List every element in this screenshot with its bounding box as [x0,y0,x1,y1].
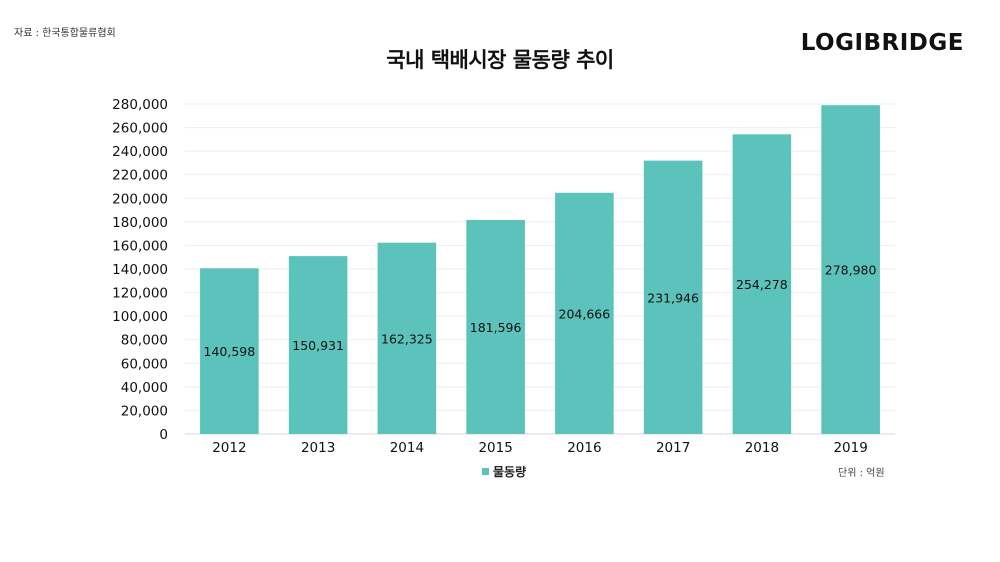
data-label: 204,666 [559,306,611,321]
data-label: 254,278 [736,277,788,292]
x-tick-label: 2016 [567,440,601,456]
source-note: 자료 : 한국통합물류협회 [14,28,116,39]
y-tick-label: 220,000 [112,168,168,184]
y-tick-label: 120,000 [112,286,168,302]
y-tick-label: 260,000 [112,121,168,137]
bar [466,219,525,434]
bar [821,105,880,434]
bar [377,242,437,434]
y-tick-label: 60,000 [121,356,168,372]
legend: 물동량 [482,463,526,480]
x-tick-label: 2015 [478,440,512,456]
bar [643,160,703,434]
bar [732,134,792,434]
legend-label: 물동량 [493,465,527,479]
data-label: 278,980 [825,263,877,278]
x-tick-label: 2019 [833,440,867,456]
bar [200,268,259,434]
y-tick-label: 0 [159,427,168,443]
y-tick-label: 200,000 [112,191,168,207]
y-tick-label: 20,000 [121,403,168,419]
x-tick-label: 2014 [390,440,424,456]
y-tick-label: 160,000 [112,238,168,254]
x-tick-label: 2017 [656,440,690,456]
y-tick-label: 140,000 [112,262,168,278]
data-label: 140,598 [204,344,256,359]
y-tick-label: 240,000 [112,144,168,160]
x-tick-label: 2018 [745,440,779,456]
y-tick-label: 180,000 [112,215,168,231]
y-tick-label: 100,000 [112,309,168,325]
data-label: 231,946 [647,290,699,305]
brand-logo: LOGIBRIDGE [800,30,964,56]
x-tick-label: 2013 [301,440,335,456]
chart-title: 국내 택배시장 물동량 추이 [386,48,614,72]
y-tick-label: 280,000 [112,97,168,113]
data-label: 162,325 [381,331,433,346]
data-label: 150,931 [292,338,344,353]
y-tick-label: 40,000 [121,380,168,396]
unit-note: 단위 : 억원 [838,468,885,479]
data-label: 181,596 [470,320,522,335]
legend-swatch [482,468,489,475]
bar [288,256,348,434]
bar [555,192,614,434]
x-tick-label: 2012 [212,440,246,456]
y-tick-label: 80,000 [121,333,168,349]
